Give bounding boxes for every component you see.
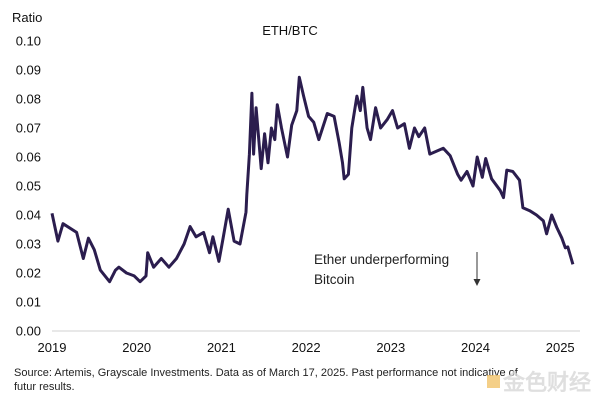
x-tick-label: 2020 [122, 340, 151, 355]
y-tick-label: 0.07 [16, 121, 41, 136]
y-tick-label: 0.03 [16, 237, 41, 252]
annotation-line1: Ether underperforming [314, 252, 449, 267]
y-tick-label: 0.00 [16, 324, 41, 339]
y-tick-label: 0.01 [16, 295, 41, 310]
y-tick-label: 0.04 [16, 208, 41, 223]
x-tick-label: 2025 [546, 340, 575, 355]
watermark-text: 金色财经 [502, 370, 591, 395]
y-tick-label: 0.05 [16, 179, 41, 194]
series-line-eth-btc [50, 75, 575, 284]
x-axis-ticks: 2019 2020 2021 2022 2023 2024 2025 [38, 340, 575, 355]
y-tick-label: 0.08 [16, 92, 41, 107]
y-tick-label: 0.10 [16, 34, 41, 49]
y-tick-label: 0.02 [16, 266, 41, 281]
source-note-line2: futur results. [14, 381, 75, 393]
x-tick-label: 2024 [461, 340, 490, 355]
y-axis-label: Ratio [12, 10, 42, 25]
x-tick-label: 2023 [376, 340, 405, 355]
down-arrow-icon [473, 252, 481, 286]
watermark-logo: 金色财经 [487, 370, 591, 395]
y-axis-ticks: 0.00 0.01 0.02 0.03 0.04 0.05 0.06 0.07 0.08 0.09… [16, 34, 41, 339]
chart-title: ETH/BTC [262, 23, 318, 38]
x-tick-label: 2021 [207, 340, 236, 355]
x-tick-label: 2022 [292, 340, 321, 355]
watermark-logo-icon [487, 375, 500, 388]
y-tick-label: 0.09 [16, 63, 41, 78]
y-tick-label: 0.06 [16, 150, 41, 165]
source-note-line1: Source: Artemis, Grayscale Investments. … [14, 367, 519, 379]
annotation-line2: Bitcoin [314, 272, 355, 287]
x-tick-label: 2019 [38, 340, 67, 355]
